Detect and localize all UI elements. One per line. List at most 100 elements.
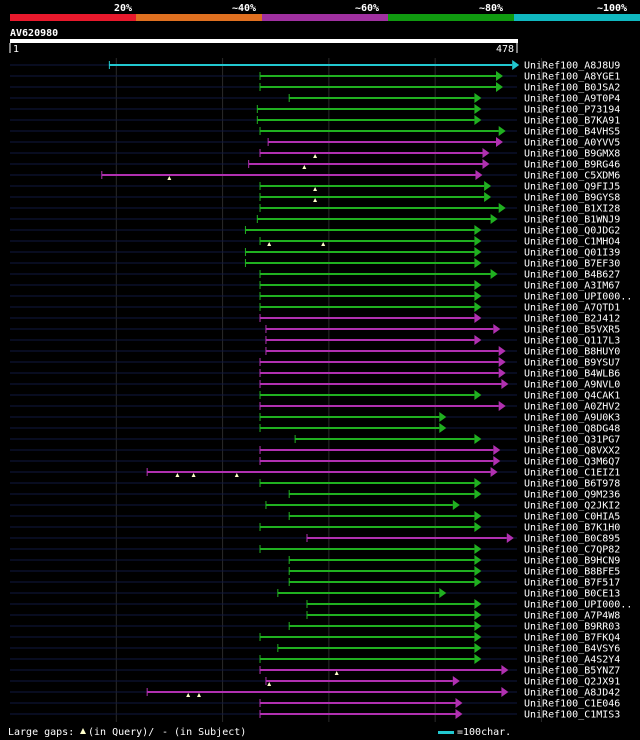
hit-label[interactable]: UniRef100_Q3M6Q7 xyxy=(524,457,620,468)
hit-row[interactable]: UniRef100_B7FKQ4 xyxy=(10,632,620,644)
hit-row[interactable]: UniRef100_Q01I39 xyxy=(10,247,620,259)
hit-label[interactable]: UniRef100_B4B627 xyxy=(524,270,620,281)
hit-row[interactable]: UniRef100_B9RR03 xyxy=(10,621,620,633)
hit-row[interactable]: UniRef100_UPI000.. xyxy=(10,599,632,611)
hit-label[interactable]: UniRef100_Q9M236 xyxy=(524,490,620,501)
hit-row[interactable]: UniRef100_B7KA91 xyxy=(10,115,620,127)
hit-row[interactable]: UniRef100_Q9M236 xyxy=(10,489,620,501)
hit-row[interactable]: UniRef100_Q3M6Q7 xyxy=(10,456,620,468)
hit-label[interactable]: UniRef100_B1WNJ9 xyxy=(524,215,620,226)
hit-label[interactable]: UniRef100_B0C895 xyxy=(524,534,620,545)
hit-row[interactable]: UniRef100_B6T978 xyxy=(10,478,620,490)
hit-row[interactable]: UniRef100_B0CE13 xyxy=(10,588,620,600)
hit-label[interactable]: UniRef100_C1EIZ1 xyxy=(524,468,620,479)
hit-row[interactable]: UniRef100_Q8DG48 xyxy=(10,423,620,435)
hit-row[interactable]: UniRef100_C5XDM6 xyxy=(10,170,620,182)
hit-label[interactable]: UniRef100_UPI000.. xyxy=(524,600,632,611)
hit-label[interactable]: UniRef100_A8JD42 xyxy=(524,688,620,699)
hit-row[interactable]: UniRef100_P73194 xyxy=(10,104,620,116)
hit-label[interactable]: UniRef100_Q01I39 xyxy=(524,248,620,259)
hit-row[interactable]: UniRef100_C1E046 xyxy=(10,698,620,710)
hit-label[interactable]: UniRef100_B7KA91 xyxy=(524,116,620,127)
hit-label[interactable]: UniRef100_B0JSA2 xyxy=(524,83,620,94)
hit-row[interactable]: UniRef100_B4VSY6 xyxy=(10,643,620,655)
hit-label[interactable]: UniRef100_Q2JX91 xyxy=(524,677,620,688)
hit-label[interactable]: UniRef100_Q0JDG2 xyxy=(524,226,620,237)
hit-row[interactable]: UniRef100_Q2JKI2 xyxy=(10,500,620,512)
hit-label[interactable]: UniRef100_B2J412 xyxy=(524,314,620,325)
hit-label[interactable]: UniRef100_B6T978 xyxy=(524,479,620,490)
hit-row[interactable]: UniRef100_B7F517 xyxy=(10,577,620,589)
hit-label[interactable]: UniRef100_Q8DG48 xyxy=(524,424,620,435)
hit-row[interactable]: UniRef100_B4WLB6 xyxy=(10,368,620,380)
hit-row[interactable]: UniRef100_B8BFE5 xyxy=(10,566,620,578)
hit-label[interactable]: UniRef100_B4VHS5 xyxy=(524,127,620,138)
hit-label[interactable]: UniRef100_Q8VXX2 xyxy=(524,446,620,457)
hit-label[interactable]: UniRef100_A8J8U9 xyxy=(524,61,620,72)
hit-row[interactable]: UniRef100_B9YSU7 xyxy=(10,357,620,369)
hit-row[interactable]: UniRef100_Q117L3 xyxy=(10,335,620,347)
hit-row[interactable]: UniRef100_A8JD42 xyxy=(10,687,620,699)
hit-row[interactable]: UniRef100_B9HCN9 xyxy=(10,555,620,567)
hit-label[interactable]: UniRef100_B7F517 xyxy=(524,578,620,589)
hit-label[interactable]: UniRef100_B9GMX8 xyxy=(524,149,620,160)
hit-row[interactable]: UniRef100_B1WNJ9 xyxy=(10,214,620,226)
hit-label[interactable]: UniRef100_B9RG46 xyxy=(524,160,620,171)
hit-label[interactable]: UniRef100_A4S2Y4 xyxy=(524,655,620,666)
hit-label[interactable]: UniRef100_C1E046 xyxy=(524,699,620,710)
hit-row[interactable]: UniRef100_Q9FIJ5 xyxy=(10,181,620,193)
hit-label[interactable]: UniRef100_B0CE13 xyxy=(524,589,620,600)
hit-label[interactable]: UniRef100_C5XDM6 xyxy=(524,171,620,182)
hit-label[interactable]: UniRef100_Q4CAK1 xyxy=(524,391,620,402)
hit-row[interactable]: UniRef100_B4VHS5 xyxy=(10,126,620,138)
hit-row[interactable]: UniRef100_B2J412 xyxy=(10,313,620,325)
hit-row[interactable]: UniRef100_B4B627 xyxy=(10,269,620,281)
hit-label[interactable]: UniRef100_A0YVV5 xyxy=(524,138,620,149)
hit-label[interactable]: UniRef100_Q31PG7 xyxy=(524,435,620,446)
hit-row[interactable]: UniRef100_A7QTD1 xyxy=(10,302,620,314)
hit-label[interactable]: UniRef100_B1XI28 xyxy=(524,204,620,215)
hit-row[interactable]: UniRef100_B8HUY0 xyxy=(10,346,620,358)
hit-label[interactable]: UniRef100_Q117L3 xyxy=(524,336,620,347)
hit-row[interactable]: UniRef100_C7QP82 xyxy=(10,544,620,556)
hit-row[interactable]: UniRef100_B7EF30 xyxy=(10,258,620,270)
hit-label[interactable]: UniRef100_A8YGE1 xyxy=(524,72,620,83)
hit-label[interactable]: UniRef100_B9HCN9 xyxy=(524,556,620,567)
hit-row[interactable]: UniRef100_B1XI28 xyxy=(10,203,620,215)
hit-label[interactable]: UniRef100_B8HUY0 xyxy=(524,347,620,358)
hit-label[interactable]: UniRef100_P73194 xyxy=(524,105,620,116)
hit-label[interactable]: UniRef100_A0ZHV2 xyxy=(524,402,620,413)
hit-label[interactable]: UniRef100_A3IM67 xyxy=(524,281,620,292)
hit-label[interactable]: UniRef100_B4VSY6 xyxy=(524,644,620,655)
hit-label[interactable]: UniRef100_B4WLB6 xyxy=(524,369,620,380)
hit-row[interactable]: UniRef100_A9NVL0 xyxy=(10,379,620,391)
hit-row[interactable]: UniRef100_Q4CAK1 xyxy=(10,390,620,402)
hit-label[interactable]: UniRef100_B7EF30 xyxy=(524,259,620,270)
hit-row[interactable]: UniRef100_A0ZHV2 xyxy=(10,401,620,413)
hit-label[interactable]: UniRef100_B9RR03 xyxy=(524,622,620,633)
hit-label[interactable]: UniRef100_A9U0K3 xyxy=(524,413,620,424)
hit-row[interactable]: UniRef100_Q31PG7 xyxy=(10,434,620,446)
hit-label[interactable]: UniRef100_B9GYS8 xyxy=(524,193,620,204)
hit-row[interactable]: UniRef100_B0JSA2 xyxy=(10,82,620,94)
hit-row[interactable]: UniRef100_A0YVV5 xyxy=(10,137,620,149)
hit-label[interactable]: UniRef100_B7FKQ4 xyxy=(524,633,620,644)
hit-label[interactable]: UniRef100_B9YSU7 xyxy=(524,358,620,369)
hit-row[interactable]: UniRef100_B9RG46 xyxy=(10,159,620,171)
hit-row[interactable]: UniRef100_B5VXR5 xyxy=(10,324,620,336)
hit-row[interactable]: UniRef100_C1MHO4 xyxy=(10,236,620,248)
hit-label[interactable]: UniRef100_B5VXR5 xyxy=(524,325,620,336)
hit-label[interactable]: UniRef100_B5YNZ7 xyxy=(524,666,620,677)
hit-row[interactable]: UniRef100_Q8VXX2 xyxy=(10,445,620,457)
hit-row[interactable]: UniRef100_A8YGE1 xyxy=(10,71,620,83)
hit-row[interactable]: UniRef100_A9U0K3 xyxy=(10,412,620,424)
hit-label[interactable]: UniRef100_A9T0P4 xyxy=(524,94,620,105)
hit-label[interactable]: UniRef100_UPI000.. xyxy=(524,292,632,303)
hit-row[interactable]: UniRef100_C1EIZ1 xyxy=(10,467,620,479)
hit-label[interactable]: UniRef100_A7P4W8 xyxy=(524,611,620,622)
hit-row[interactable]: UniRef100_Q0JDG2 xyxy=(10,225,620,237)
hit-row[interactable]: UniRef100_C1MIS3 xyxy=(10,709,620,721)
hit-row[interactable]: UniRef100_A7P4W8 xyxy=(10,610,620,622)
hit-label[interactable]: UniRef100_B7K1H0 xyxy=(524,523,620,534)
hit-label[interactable]: UniRef100_C7QP82 xyxy=(524,545,620,556)
